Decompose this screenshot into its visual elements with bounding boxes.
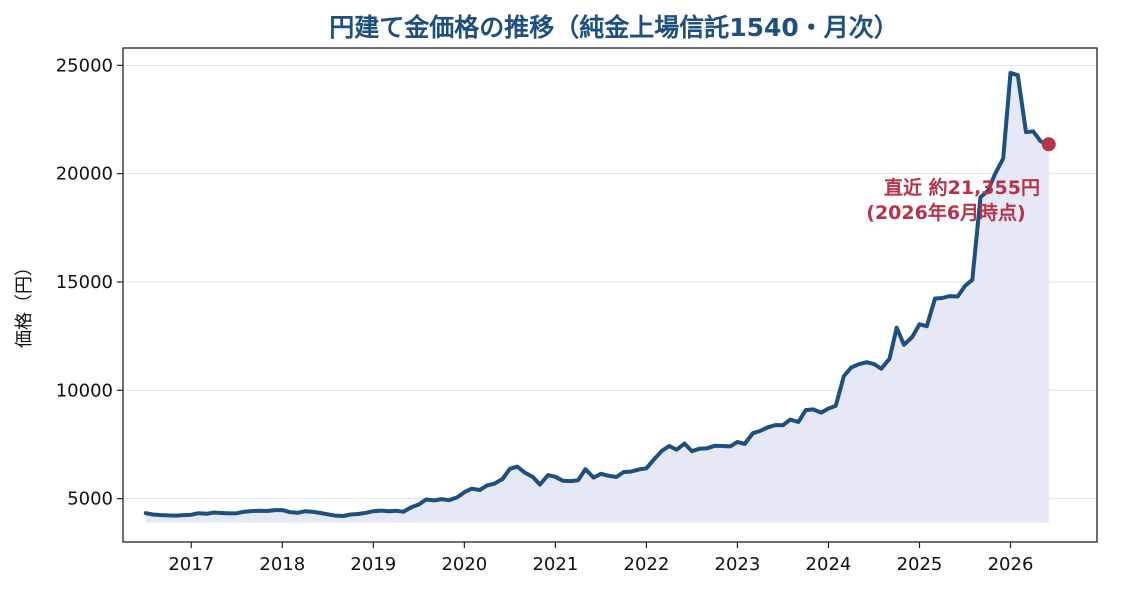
- x-tick-label: 2022: [624, 554, 670, 575]
- x-tick-label: 2019: [350, 554, 396, 575]
- x-axis: 2017 2018 2019 2020 2021 2022 2023 2024 2025 2026: [168, 542, 1033, 575]
- x-tick-label: 2026: [988, 554, 1034, 575]
- x-tick-label: 2023: [715, 554, 761, 575]
- x-tick-label: 2018: [259, 554, 305, 575]
- y-axis-label: 価格（円）: [14, 258, 35, 348]
- y-axis: 5000 10000 15000 20000 25000: [56, 55, 123, 510]
- x-tick-label: 2024: [806, 554, 852, 575]
- y-tick-label: 5000: [67, 489, 113, 510]
- area-layer: [145, 72, 1049, 523]
- latest-point-marker: [1041, 137, 1056, 152]
- x-tick-label: 2025: [897, 554, 943, 575]
- x-tick-label: 2021: [532, 554, 578, 575]
- line-layer: [143, 70, 1051, 518]
- area-fill: [145, 72, 1049, 523]
- price-line: [143, 70, 1051, 518]
- x-tick-label: 2017: [168, 554, 214, 575]
- plot-frame: [122, 47, 1098, 543]
- x-tick-label: 2020: [441, 554, 487, 575]
- y-tick-label: 20000: [56, 164, 113, 185]
- annotation-line-1: 直近 約21,355円: [884, 176, 1040, 199]
- y-tick-label: 10000: [56, 380, 113, 401]
- y-tick-label: 25000: [56, 55, 113, 76]
- annotation-line-2: (2026年6月時点): [866, 201, 1025, 224]
- marker-layer: [1041, 137, 1056, 152]
- y-tick-label: 15000: [56, 272, 113, 293]
- chart-title: 円建て金価格の推移（純金上場信託1540・月次）: [329, 13, 899, 42]
